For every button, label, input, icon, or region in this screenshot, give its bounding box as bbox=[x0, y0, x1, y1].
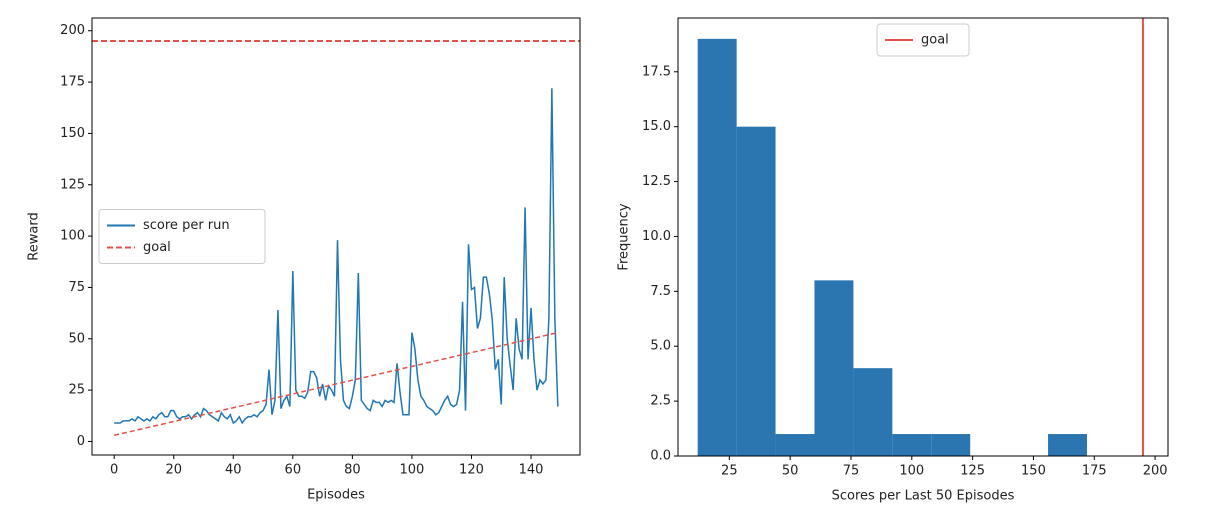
histogram-bar bbox=[814, 280, 854, 456]
plot-frame bbox=[677, 17, 1169, 457]
x-tick-label: 125 bbox=[960, 464, 985, 479]
y-tick-label: 125 bbox=[60, 177, 85, 192]
histogram-bar bbox=[853, 368, 893, 456]
y-tick-label: 150 bbox=[60, 126, 85, 141]
y-tick-label: 10.0 bbox=[642, 229, 671, 244]
x-tick-label: 80 bbox=[344, 463, 361, 478]
histogram-bar bbox=[697, 38, 737, 456]
x-tick-label: 100 bbox=[899, 464, 924, 479]
x-tick-label: 75 bbox=[843, 464, 860, 479]
y-axis-label: Frequency bbox=[617, 203, 632, 270]
y-tick-label: 5.0 bbox=[650, 339, 671, 354]
y-tick-label: 0.0 bbox=[650, 449, 671, 464]
y-tick-label: 0 bbox=[77, 434, 85, 449]
x-tick-label: 175 bbox=[1082, 464, 1107, 479]
histogram-bar bbox=[931, 434, 971, 456]
legend-label: goal bbox=[921, 33, 949, 48]
x-tick-label: 50 bbox=[782, 464, 799, 479]
histogram-bar bbox=[736, 126, 776, 456]
y-tick-label: 50 bbox=[68, 331, 85, 346]
x-tick-label: 40 bbox=[225, 463, 242, 478]
x-axis-label: Scores per Last 50 Episodes bbox=[832, 489, 1015, 504]
y-tick-label: 75 bbox=[68, 280, 85, 295]
histogram-bar bbox=[892, 434, 932, 456]
x-tick-label: 140 bbox=[519, 463, 544, 478]
y-tick-label: 100 bbox=[60, 229, 85, 244]
x-tick-label: 20 bbox=[165, 463, 182, 478]
y-tick-label: 175 bbox=[60, 75, 85, 90]
legend-label: goal bbox=[143, 240, 171, 255]
y-tick-label: 25 bbox=[68, 383, 85, 398]
legend-box bbox=[98, 209, 266, 264]
trend-line bbox=[114, 331, 558, 437]
y-axis-label: Reward bbox=[27, 212, 42, 260]
y-tick-label: 17.5 bbox=[642, 64, 671, 79]
x-tick-label: 120 bbox=[459, 463, 484, 478]
histogram-bar bbox=[775, 434, 815, 456]
y-tick-label: 2.5 bbox=[650, 394, 671, 409]
legend-box bbox=[876, 23, 970, 57]
x-tick-label: 150 bbox=[1021, 464, 1046, 479]
y-tick-label: 15.0 bbox=[642, 119, 671, 134]
x-tick-label: 0 bbox=[110, 463, 118, 478]
x-tick-label: 60 bbox=[285, 463, 302, 478]
x-tick-label: 25 bbox=[721, 464, 738, 479]
histogram-bar bbox=[1048, 434, 1087, 456]
x-tick-label: 200 bbox=[1143, 464, 1168, 479]
y-tick-label: 200 bbox=[60, 23, 85, 38]
x-tick-label: 100 bbox=[400, 463, 425, 478]
y-tick-label: 12.5 bbox=[642, 174, 671, 189]
legend-label: score per run bbox=[143, 218, 230, 233]
x-axis-label: Episodes bbox=[307, 488, 365, 503]
score-line bbox=[114, 88, 559, 425]
y-tick-label: 7.5 bbox=[650, 284, 671, 299]
